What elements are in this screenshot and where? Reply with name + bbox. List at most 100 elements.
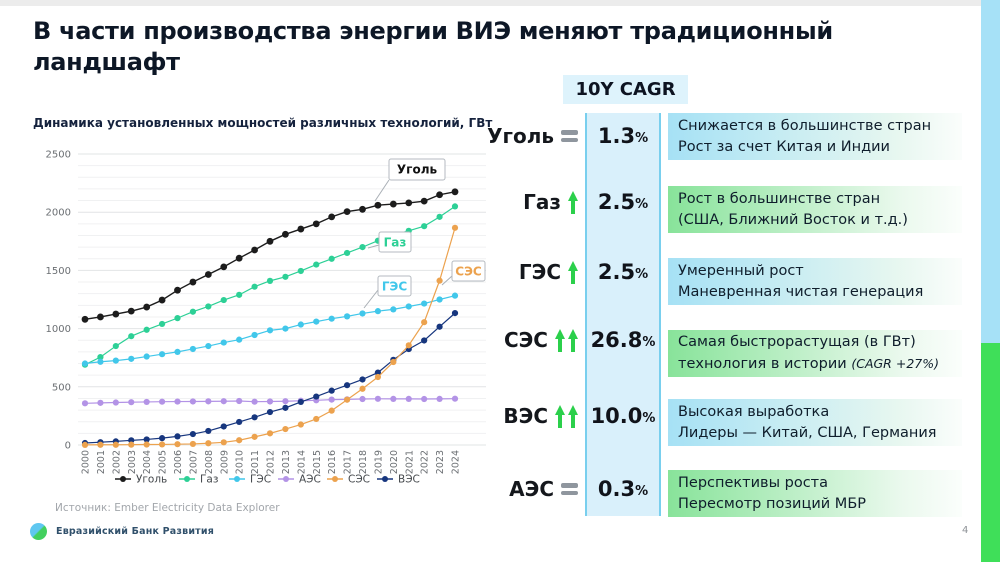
x-tick-label: 2002 bbox=[111, 450, 122, 474]
trend-up-icon bbox=[568, 190, 578, 214]
desc-box-solar: Самая быстрорастущая (в ГВт) технология … bbox=[668, 330, 962, 377]
desc-line: (США, Ближний Восток и т.д.) bbox=[678, 211, 908, 228]
cagr-percent-band bbox=[585, 113, 661, 516]
footer: Евразийский Банк Развития bbox=[30, 523, 214, 540]
desc-note-italic: (CAGR +27%) bbox=[851, 356, 939, 371]
desc-line: Перспективы роста bbox=[678, 474, 829, 491]
desc-text: технология в истории bbox=[678, 356, 852, 372]
y-tick-label: 2500 bbox=[46, 150, 71, 161]
desc-line: технология в истории (CAGR +27%) bbox=[678, 353, 952, 375]
slide-title: В части производства энергии ВИЭ меняют … bbox=[33, 16, 953, 78]
trend-flat-icon bbox=[561, 130, 578, 142]
row-label: ВЭС bbox=[503, 404, 548, 428]
cagr-row-label-wind: ВЭС bbox=[462, 401, 578, 431]
svg-text:ГЭС: ГЭС bbox=[382, 280, 407, 294]
x-tick-label: 2008 bbox=[204, 450, 215, 474]
x-tick-label: 2006 bbox=[173, 450, 184, 474]
percent-sign: % bbox=[635, 131, 649, 146]
x-tick-label: 2007 bbox=[188, 450, 199, 474]
legend-item-ГЭС: ГЭС bbox=[229, 474, 271, 486]
desc-line: Рост за счет Китая и Индии bbox=[678, 138, 890, 155]
legend-item-СЭС: СЭС bbox=[327, 474, 370, 486]
series-СЭС bbox=[81, 224, 459, 448]
cagr-value-wind: 10.0 % bbox=[587, 401, 659, 431]
annotation-Газ: Газ bbox=[367, 231, 412, 253]
svg-text:СЭС: СЭС bbox=[348, 474, 370, 486]
series-Уголь bbox=[81, 188, 459, 323]
cagr-row-label-gas: Газ bbox=[462, 187, 578, 217]
x-tick-label: 2010 bbox=[235, 450, 246, 474]
trend-up-strong-icon bbox=[555, 404, 578, 428]
x-tick-label: 2024 bbox=[451, 450, 462, 474]
percent-sign: % bbox=[635, 267, 649, 282]
svg-text:СЭС: СЭС bbox=[455, 265, 482, 279]
x-tick-label: 2018 bbox=[358, 450, 369, 474]
legend-item-ВЭС: ВЭС bbox=[377, 474, 420, 486]
trend-up-strong-icon bbox=[555, 328, 578, 352]
x-tick-label: 2012 bbox=[266, 450, 277, 474]
cagr-value: 0.3 bbox=[597, 477, 636, 501]
cagr-value-solar: 26.8 % bbox=[587, 325, 659, 355]
x-tick-label: 2013 bbox=[281, 450, 292, 474]
desc-line: Пересмотр позиций МБР bbox=[678, 495, 867, 512]
x-tick-label: 2014 bbox=[296, 450, 307, 474]
cagr-row-label-coal: Уголь bbox=[462, 121, 578, 151]
desc-box-gas: Рост в большинстве стран (США, Ближний В… bbox=[668, 186, 962, 233]
y-tick-label: 500 bbox=[52, 382, 71, 393]
x-tick-label: 2011 bbox=[250, 450, 261, 474]
cagr-value: 2.5 bbox=[597, 190, 636, 214]
slide-title-line2: ландшафт bbox=[33, 48, 180, 76]
x-tick-label: 2004 bbox=[142, 450, 153, 474]
cagr-value-nuclear: 0.3 % bbox=[587, 474, 659, 504]
row-label: Уголь bbox=[487, 124, 554, 148]
y-tick-label: 1000 bbox=[46, 324, 71, 335]
series-Газ bbox=[81, 203, 459, 368]
percent-sign: % bbox=[642, 335, 656, 350]
desc-box-hydro: Умеренный рост Маневренная чистая генера… bbox=[668, 258, 962, 305]
slide-title-line1: В части производства энергии ВИЭ меняют … bbox=[33, 17, 833, 45]
svg-text:АЭС: АЭС bbox=[299, 474, 321, 486]
y-tick-label: 0 bbox=[65, 441, 71, 452]
annotation-ГЭС: ГЭС bbox=[363, 275, 412, 309]
cagr-value: 2.5 bbox=[597, 260, 636, 284]
y-tick-label: 1500 bbox=[46, 266, 71, 277]
x-tick-label: 2003 bbox=[127, 450, 138, 474]
edge-bar-green bbox=[981, 343, 1000, 562]
cagr-value-hydro: 2.5 % bbox=[587, 257, 659, 287]
x-tick-label: 2015 bbox=[312, 450, 323, 474]
cagr-header: 10Y CAGR bbox=[563, 75, 688, 104]
svg-text:ГЭС: ГЭС bbox=[250, 474, 271, 486]
cagr-value: 10.0 bbox=[590, 404, 643, 428]
svg-text:Уголь: Уголь bbox=[136, 474, 167, 486]
row-label: ГЭС bbox=[518, 260, 561, 284]
x-tick-label: 2017 bbox=[343, 450, 354, 474]
cagr-row-label-nuclear: АЭС bbox=[462, 474, 578, 504]
cagr-value-gas: 2.5 % bbox=[587, 187, 659, 217]
x-tick-label: 2016 bbox=[327, 450, 338, 474]
x-tick-label: 2001 bbox=[96, 450, 107, 474]
desc-box-nuclear: Перспективы роста Пересмотр позиций МБР bbox=[668, 470, 962, 517]
chart-title: Динамика установленных мощностей различн… bbox=[33, 116, 493, 130]
x-tick-label: 2023 bbox=[435, 450, 446, 474]
x-tick-label: 2005 bbox=[158, 450, 169, 474]
top-strip bbox=[0, 0, 1000, 6]
cagr-value-coal: 1.3 % bbox=[587, 121, 659, 151]
x-tick-label: 2000 bbox=[81, 450, 92, 474]
desc-line: Снижается в большинстве стран bbox=[678, 117, 932, 134]
x-tick-label: 2021 bbox=[404, 450, 415, 474]
desc-box-wind: Высокая выработка Лидеры — Китай, США, Г… bbox=[668, 399, 962, 446]
desc-line: Высокая выработка bbox=[678, 403, 830, 420]
series-АЭС bbox=[81, 395, 459, 407]
cagr-row-label-hydro: ГЭС bbox=[462, 257, 578, 287]
edge-bar-blue bbox=[981, 0, 1000, 343]
x-tick-label: 2009 bbox=[219, 450, 230, 474]
series-ГЭС bbox=[81, 292, 459, 367]
row-label: АЭС bbox=[509, 477, 554, 501]
cagr-row-label-solar: СЭС bbox=[462, 325, 578, 355]
legend-item-АЭС: АЭС bbox=[278, 474, 321, 486]
desc-line: Лидеры — Китай, США, Германия bbox=[678, 424, 937, 441]
capacity-line-chart: 0 500 1000 1500 2000 2500 2000 2001 2002 2003 2004… bbox=[46, 150, 486, 486]
x-tick-label: 2020 bbox=[389, 450, 400, 474]
desc-box-coal: Снижается в большинстве стран Рост за сч… bbox=[668, 113, 962, 160]
